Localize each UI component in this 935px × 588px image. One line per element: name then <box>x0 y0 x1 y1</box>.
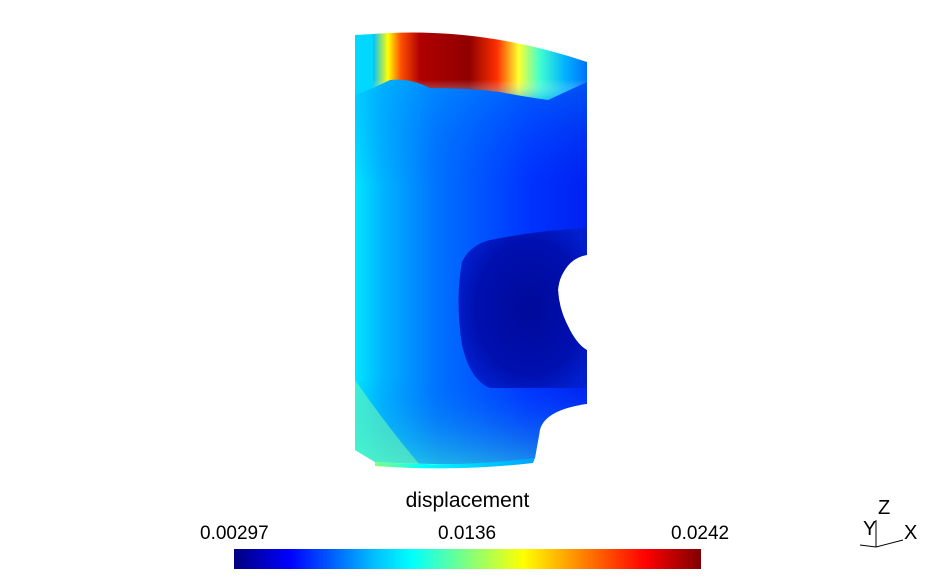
colorbar-mid-label: 0.0136 <box>438 523 497 544</box>
model-top-fade <box>373 32 587 100</box>
model-bore-opening <box>559 255 587 350</box>
axes-triad <box>859 520 904 548</box>
colorbar-title: displacement <box>405 489 530 512</box>
model-top-edge <box>355 34 373 95</box>
model-lower-cutout <box>535 404 587 470</box>
colorbar-max-label: 0.0242 <box>671 523 730 544</box>
axis-y-label: Y <box>863 518 877 540</box>
model-bore-surface <box>458 228 587 388</box>
axis-x-label: X <box>904 522 918 544</box>
colorbar-gradient <box>234 549 701 569</box>
axis-z-label: Z <box>878 497 891 519</box>
model-bottom-edge <box>375 458 535 469</box>
colorbar-min-label: 0.00297 <box>200 523 269 544</box>
model-corner-tint <box>355 380 420 465</box>
